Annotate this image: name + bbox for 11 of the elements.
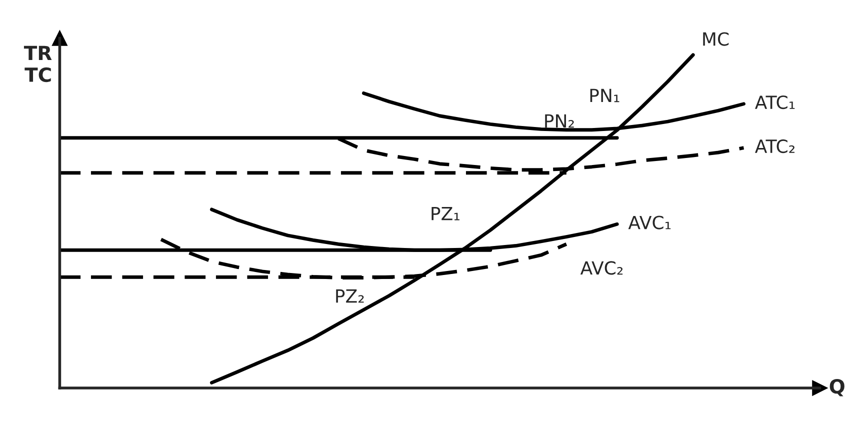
y-axis-title: TR TC <box>24 46 52 82</box>
annotation: PZ₁ <box>432 206 460 220</box>
series-label: ATC₂ <box>754 139 794 154</box>
series-label: AVC₂ <box>580 261 623 275</box>
series-label: AVC₁ <box>628 216 671 230</box>
series-label: ATC₁ <box>754 95 795 110</box>
series-label: MC <box>703 32 729 46</box>
annotation: PN₂ <box>545 114 574 128</box>
annotation: PN₁ <box>590 88 620 102</box>
x-axis-title: Q <box>830 378 844 396</box>
annotation: PZ₂ <box>336 289 364 303</box>
